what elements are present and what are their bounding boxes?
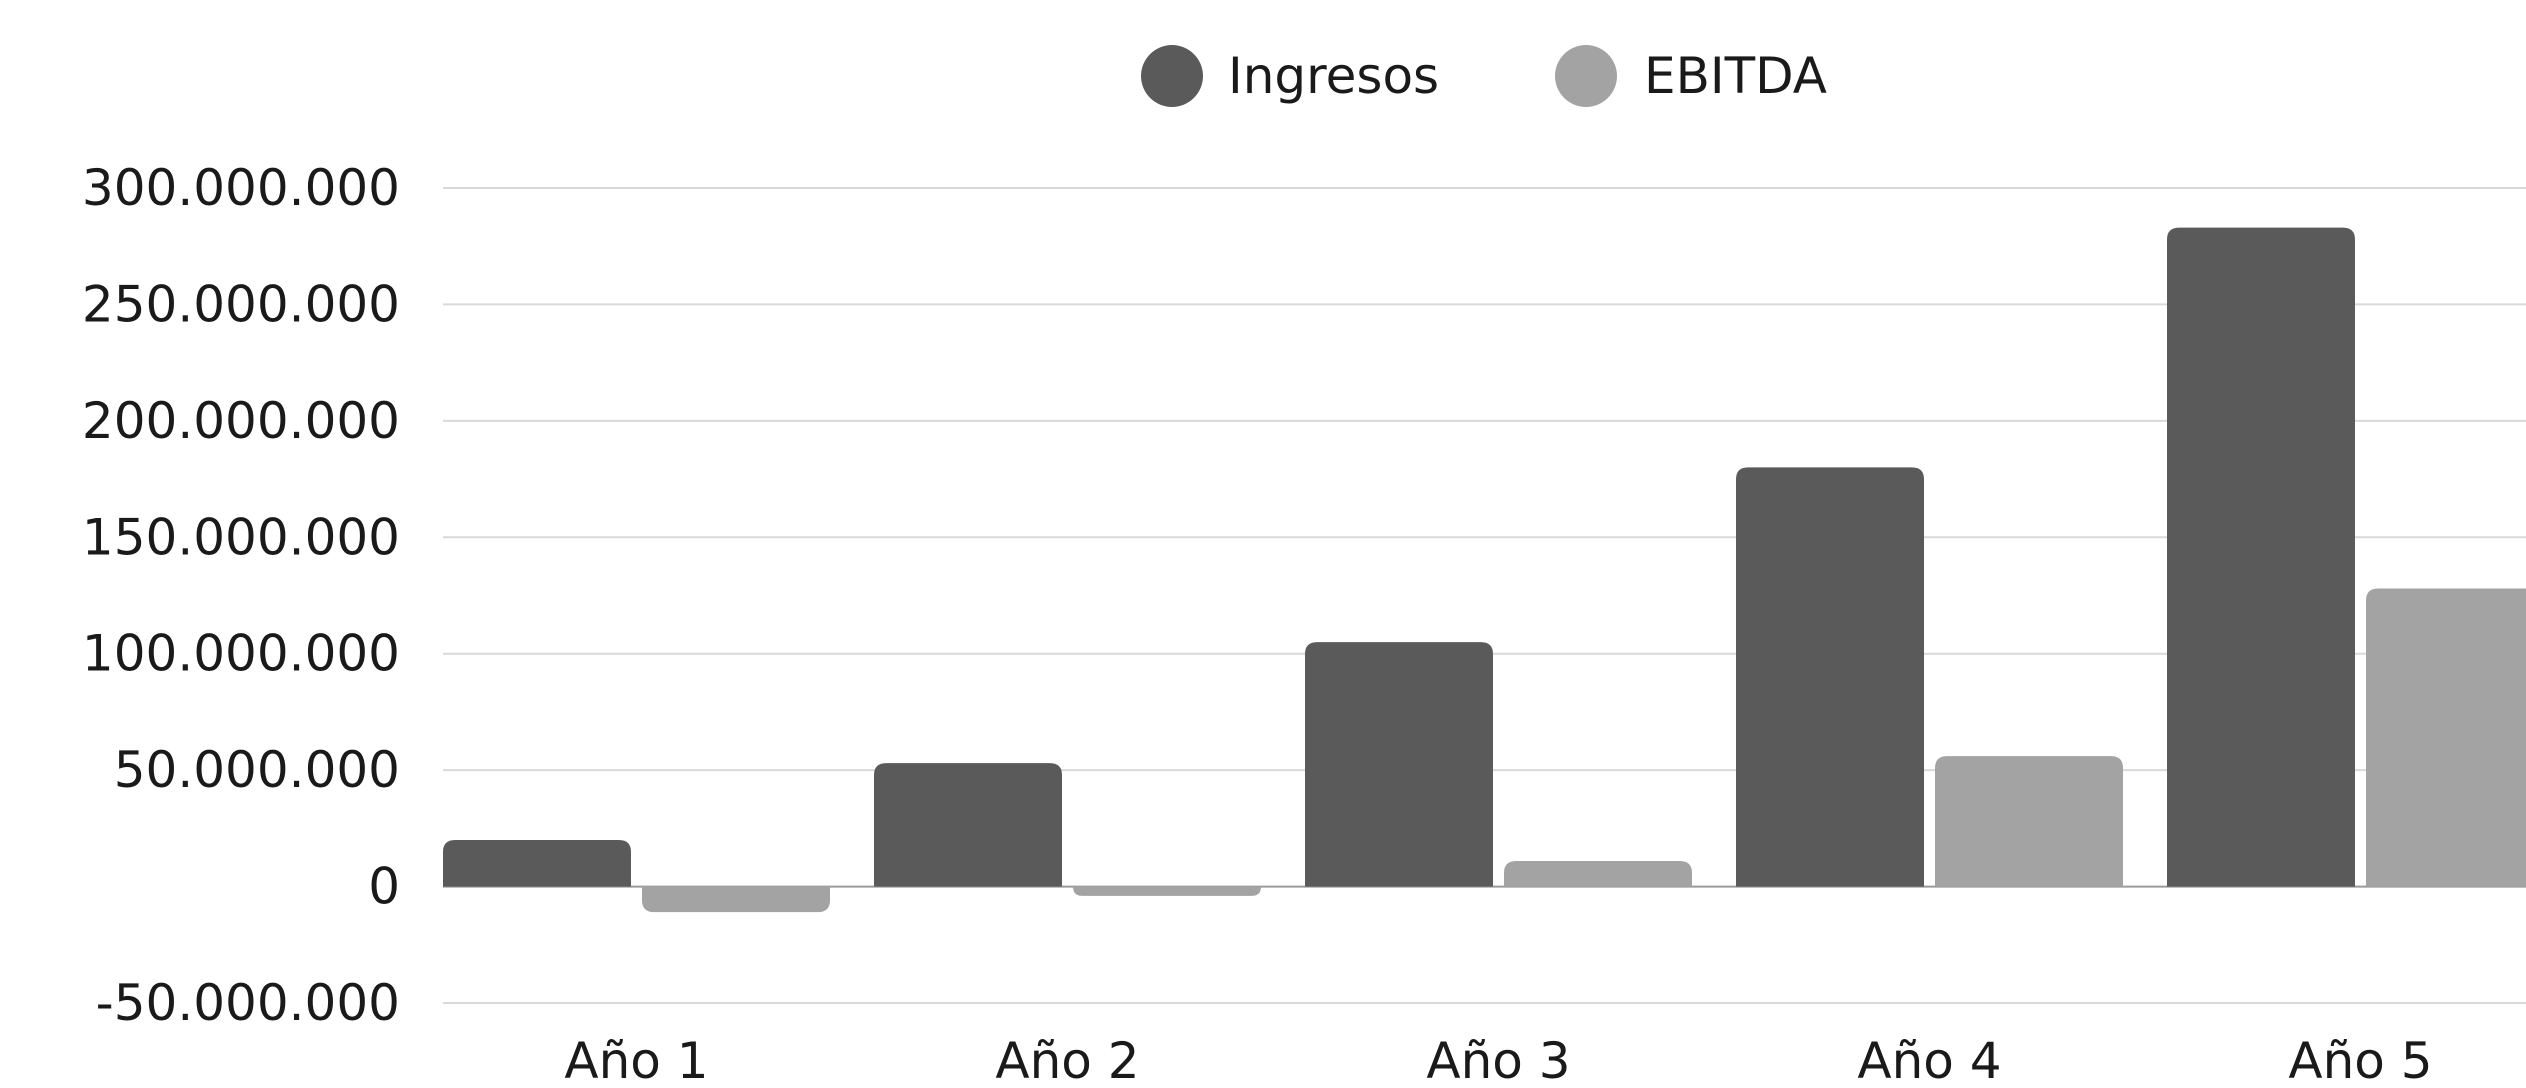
x-tick-label: Año 5 bbox=[2288, 1032, 2432, 1088]
legend-label-ingresos: Ingresos bbox=[1228, 47, 1439, 105]
y-tick-label: 100.000.000 bbox=[82, 625, 400, 683]
bar-ebitda-ano-5 bbox=[2366, 588, 2526, 887]
legend-swatch-ebitda bbox=[1555, 45, 1617, 107]
y-tick-label: 250.000.000 bbox=[82, 275, 400, 333]
y-tick-label: 200.000.000 bbox=[82, 392, 400, 450]
bar-ingresos-ano-1 bbox=[443, 840, 631, 887]
y-tick-label: 0 bbox=[368, 858, 400, 916]
x-tick-label: Año 3 bbox=[1426, 1032, 1570, 1088]
bar-ingresos-ano-3 bbox=[1305, 642, 1493, 887]
y-tick-label: 50.000.000 bbox=[114, 741, 400, 799]
x-axis: Año 1 Año 2 Año 3 Año 4 Año 5 bbox=[564, 1032, 2432, 1088]
bar-ingresos-ano-4 bbox=[1736, 467, 1924, 887]
bar-ingresos-ano-2 bbox=[874, 763, 1062, 887]
y-axis: 300.000.000 250.000.000 200.000.000 150.000… bbox=[82, 159, 400, 1032]
legend-label-ebitda: EBITDA bbox=[1644, 47, 1827, 105]
y-tick-label: 300.000.000 bbox=[82, 159, 400, 217]
bar-ingresos-ano-5 bbox=[2167, 227, 2355, 887]
x-tick-label: Año 4 bbox=[1857, 1032, 2001, 1088]
bar-ebitda-ano-1 bbox=[642, 886, 830, 913]
x-tick-label: Año 2 bbox=[995, 1032, 1139, 1088]
bars bbox=[443, 227, 2526, 913]
bar-ebitda-ano-2 bbox=[1073, 886, 1261, 896]
bar-ebitda-ano-4 bbox=[1935, 756, 2123, 887]
bar-ebitda-ano-3 bbox=[1504, 860, 1692, 887]
x-tick-label: Año 1 bbox=[564, 1032, 708, 1088]
y-tick-label: -50.000.000 bbox=[96, 974, 400, 1032]
legend: Ingresos EBITDA bbox=[1141, 45, 1827, 107]
legend-swatch-ingresos bbox=[1141, 45, 1203, 107]
y-tick-label: 150.000.000 bbox=[82, 508, 400, 566]
